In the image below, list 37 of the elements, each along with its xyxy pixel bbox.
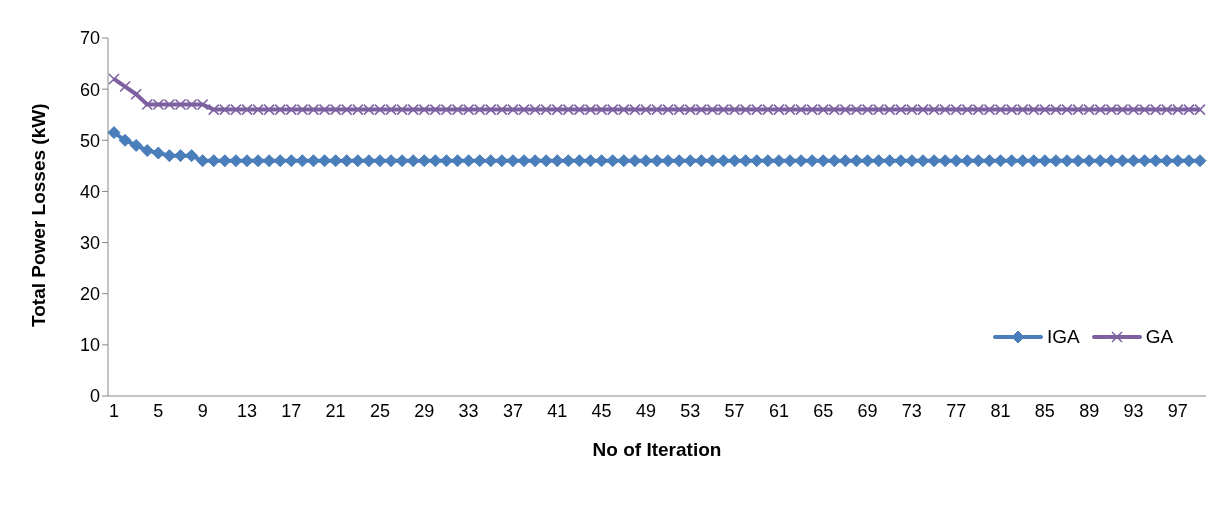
x-tick-label: 17: [281, 400, 302, 421]
y-tick-label: 10: [79, 335, 100, 356]
x-tick-label: 65: [813, 400, 834, 421]
x-tick-label: 81: [990, 400, 1011, 421]
x-tick-label: 21: [325, 400, 346, 421]
y-tick-label: 50: [79, 130, 100, 151]
y-tick-label: 30: [79, 232, 100, 253]
x-tick-label: 57: [724, 400, 745, 421]
x-tick-label: 45: [591, 400, 612, 421]
x-tick-label: 69: [857, 400, 878, 421]
x-tick-label: 89: [1079, 400, 1100, 421]
x-tick-label: 5: [153, 400, 164, 421]
x-tick-label: 53: [680, 400, 701, 421]
legend-label: GA: [1145, 326, 1174, 348]
y-tick-label: 60: [79, 79, 100, 100]
x-tick-label: 33: [458, 400, 479, 421]
y-tick-label: 40: [79, 181, 100, 202]
x-tick-label: 9: [197, 400, 208, 421]
x-tick-label: 97: [1167, 400, 1188, 421]
x-tick-label: 73: [901, 400, 922, 421]
x-tick-label: 41: [547, 400, 568, 421]
x-tick-label: 25: [369, 400, 390, 421]
x-axis-title: No of Iteration: [592, 439, 722, 460]
y-axis-title: Total Power Losses (kW): [27, 103, 49, 327]
x-tick-label: 37: [502, 400, 523, 421]
x-tick-label: 29: [414, 400, 435, 421]
y-tick-label: 0: [89, 386, 100, 407]
x-tick-label: 93: [1123, 400, 1144, 421]
x-tick-label: 1: [108, 400, 120, 421]
y-tick-label: 20: [79, 284, 100, 305]
x-tick-label: 13: [236, 400, 257, 421]
legend-label: IGA: [1047, 326, 1080, 348]
x-tick-label: 85: [1034, 400, 1055, 421]
x-tick-label: 77: [946, 400, 967, 421]
x-tick-label: 61: [768, 400, 789, 421]
x-tick-label: 49: [635, 400, 656, 421]
y-tick-label: 70: [79, 28, 100, 49]
